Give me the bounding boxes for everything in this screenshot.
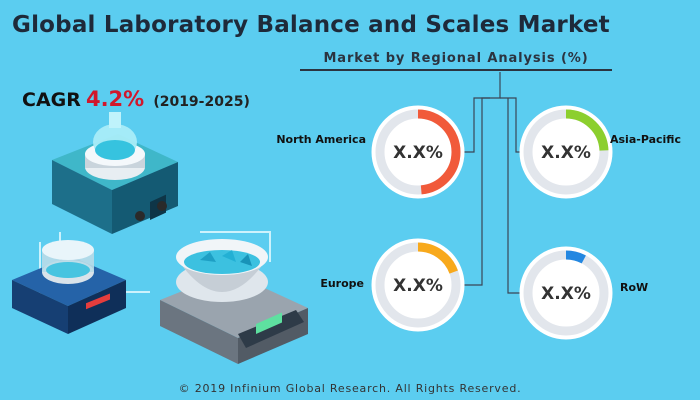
chart-subtitle: Market by Regional Analysis (%) — [323, 51, 589, 66]
donut-backdrop-north-america — [371, 105, 465, 199]
region-label-north-america: North America — [276, 133, 366, 146]
cagr-callout: CAGR 4.2% (2019-2025) — [22, 87, 250, 111]
donut-value-europe: X.X% — [393, 276, 443, 296]
connector-line-row — [507, 98, 528, 294]
donut-value-north-america: X.X% — [393, 143, 443, 163]
page-title: Global Laboratory Balance and Scales Mar… — [12, 12, 610, 38]
magnetic-stirrer-icon — [12, 240, 126, 334]
subtitle-underline — [300, 69, 612, 71]
donut-segment-row — [523, 250, 609, 336]
donut-row: X.X% RoW — [519, 246, 648, 340]
hot-plate-icon — [52, 112, 178, 234]
connector-line-europe — [456, 97, 490, 286]
cagr-value: 4.2% — [85, 87, 145, 111]
donut-europe: X.X% Europe — [320, 238, 465, 332]
lab-equipment-illustration — [12, 112, 308, 364]
balance-scale-icon — [160, 239, 308, 364]
donut-backdrop-asia-pacific — [519, 105, 613, 199]
cagr-period: (2019-2025) — [153, 94, 250, 110]
cagr-label: CAGR — [22, 89, 81, 111]
region-label-europe: Europe — [320, 277, 364, 290]
donut-value-asia-pacific: X.X% — [541, 143, 591, 163]
donut-north-america: X.X% North America — [276, 105, 465, 199]
donut-segment-europe — [375, 242, 461, 328]
donut-backdrop-row — [519, 246, 613, 340]
donut-segment-north-america — [375, 109, 461, 195]
connector-line-north-america — [456, 72, 501, 153]
region-label-asia-pacific: Asia-Pacific — [610, 133, 681, 146]
region-label-row: RoW — [620, 281, 648, 294]
connector-lines — [456, 72, 528, 294]
donut-asia-pacific: X.X% Asia-Pacific — [519, 105, 681, 199]
donut-segment-asia-pacific — [523, 109, 609, 195]
donut-backdrop-europe — [371, 238, 465, 332]
copyright-footer: © 2019 Infinium Global Research. All Rig… — [178, 382, 522, 395]
donut-value-row: X.X% — [541, 284, 591, 304]
